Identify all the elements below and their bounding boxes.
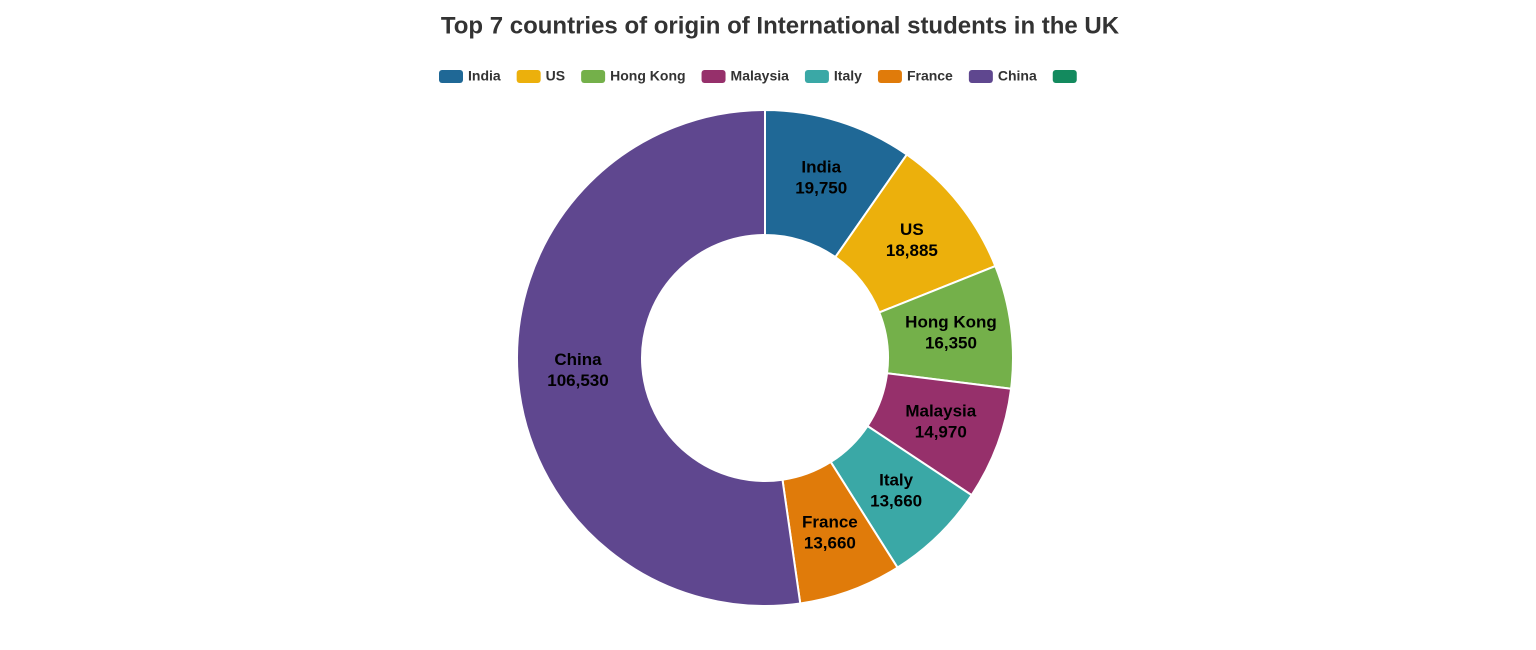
legend-swatch <box>877 70 902 83</box>
slice-value: 13,660 <box>804 533 856 552</box>
legend-swatch <box>804 70 829 83</box>
slice-value: 14,970 <box>915 423 967 442</box>
legend-label: India <box>468 68 501 84</box>
slice-value: 19,750 <box>795 179 847 198</box>
slice-value: 16,350 <box>925 334 977 353</box>
slice-label: Malaysia <box>905 402 976 421</box>
legend-label: US <box>546 68 565 84</box>
legend-swatch <box>968 70 993 83</box>
legend-swatch <box>581 70 606 83</box>
legend-swatch <box>1052 70 1077 83</box>
slice-label: China <box>554 350 602 369</box>
legend-swatch <box>439 70 463 83</box>
legend-swatch <box>516 70 541 83</box>
slice-label: Hong Kong <box>905 313 997 332</box>
chart-title: Top 7 countries of origin of Internation… <box>441 12 1120 39</box>
donut-slice <box>516 108 802 607</box>
legend: India US Hong Kong Malaysia Italy France China <box>439 68 1077 84</box>
legend-label: Hong Kong <box>610 68 685 84</box>
legend-label: Malaysia <box>731 68 790 84</box>
slice-label: US <box>900 220 924 239</box>
slice-value: 13,660 <box>870 492 922 511</box>
legend-label: China <box>998 68 1037 84</box>
slice-label: India <box>801 158 841 177</box>
legend-label: Italy <box>834 68 862 84</box>
slice-label: France <box>802 512 858 531</box>
slice-value: 106,530 <box>547 371 608 390</box>
slice-value: 18,885 <box>886 241 938 260</box>
legend-label: France <box>907 68 953 84</box>
legend-swatch <box>701 70 726 83</box>
slice-label: Italy <box>879 471 914 490</box>
